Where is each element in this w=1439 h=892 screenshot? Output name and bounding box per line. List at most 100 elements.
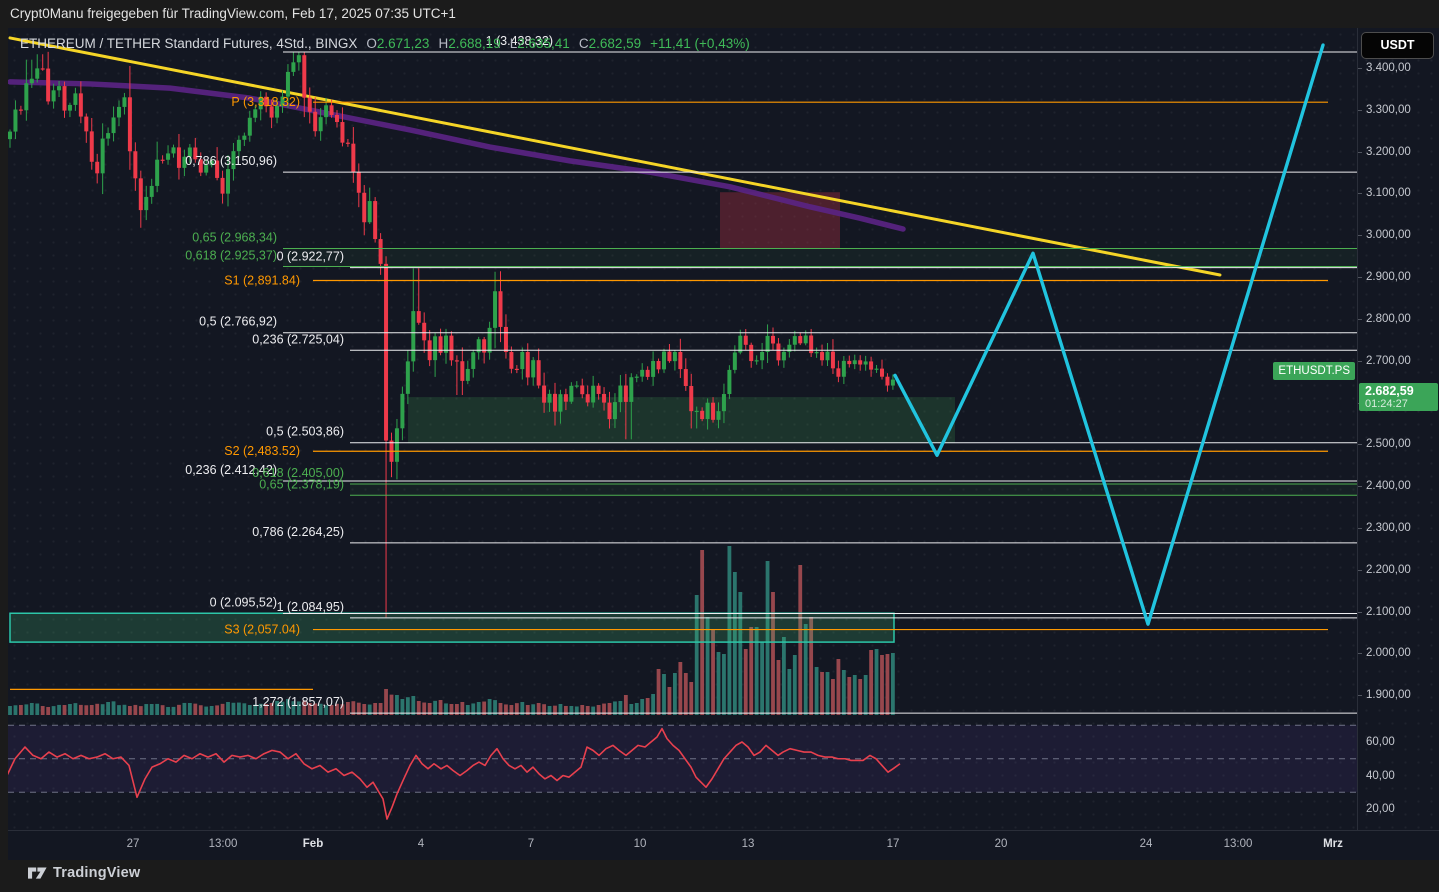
tick-mark (1358, 653, 1362, 655)
fib-b-label: 0,65 (2.378,19) (259, 477, 344, 491)
price-tick-label: 2.300,00 (1366, 521, 1411, 534)
rsi-line (8, 727, 901, 820)
tradingview-logo-text: TradingView (53, 865, 141, 881)
ohlc-letter: H (438, 36, 449, 51)
golden-pocket-fills (283, 248, 1357, 496)
tick-mark (1358, 151, 1362, 153)
time-tick-label: Feb (302, 838, 324, 850)
price-tick-label: 3.000,00 (1366, 229, 1411, 242)
time-tick-label: 27 (126, 838, 140, 850)
zone-boxes[interactable] (408, 192, 955, 444)
symbol-title: ETHEREUM / TETHER Standard Futures, 4Std… (20, 36, 358, 51)
ohlc-value: 2.671,23 (376, 36, 430, 51)
price-tick-label: 2.400,00 (1366, 480, 1411, 493)
time-tick-label: 7 (527, 838, 535, 850)
pivot-label: P (3,318.32) (231, 95, 300, 109)
tick-mark (1358, 68, 1362, 70)
left-margin (0, 28, 8, 860)
fib-b-label: 1,272 (1.857,07) (252, 695, 344, 709)
fib-b-label: 1 (2.084,95) (277, 600, 344, 614)
time-axis[interactable]: 27 13:00 Feb 4 7 10 13 17 20 24 13:00 Mrz (8, 831, 1439, 860)
currency-toggle-button[interactable]: USDT (1361, 32, 1434, 59)
price-projection-path[interactable] (893, 43, 1325, 626)
tick-mark (1358, 611, 1362, 613)
time-tick-label: Mrz (1323, 838, 1343, 850)
price-tick-label: 2.200,00 (1366, 563, 1411, 576)
fib-b-label: 0,618 (2.405,00) (252, 466, 344, 480)
tick-mark (1358, 569, 1362, 571)
price-tick-label: 2.500,00 (1366, 438, 1411, 451)
chart-legend[interactable]: ETHEREUM / TETHER Standard Futures, 4Std… (20, 36, 750, 51)
pivot-label: S2 (2,483.52) (224, 444, 300, 458)
rsi-tick-label: 40,00 (1366, 769, 1395, 782)
attribution-bar: Crypt0Manu freigegeben für TradingView.c… (0, 0, 1439, 28)
ohlc-value: 2.635,41 (517, 36, 570, 51)
tick-mark (1358, 277, 1362, 279)
fib-a-label: 0 (2.095,52) (210, 595, 277, 609)
pivot-label: S3 (2,057.04) (224, 623, 300, 637)
price-tick-label: 2.000,00 (1366, 647, 1411, 660)
price-tick-label: 3.300,00 (1366, 103, 1411, 116)
volume-bars-layer (8, 546, 895, 715)
price-tick-label: 3.200,00 (1366, 145, 1411, 158)
tick-mark (1358, 318, 1362, 320)
ohlc-letter: L (509, 36, 518, 51)
bar-countdown: 01:24:27 (1365, 397, 1408, 410)
fib-pivot-lines[interactable]: 1 (3.438,32) 0,786 (3.150,96) 0,65 (2.968,… (10, 34, 1357, 714)
price-tick-label: 2.100,00 (1366, 605, 1411, 618)
ohlc-letter: O (366, 36, 377, 51)
pivot-label: S1 (2,891.84) (224, 274, 300, 288)
time-tick-label: 20 (994, 838, 1008, 850)
ohlc-letter: C (578, 36, 589, 51)
descending-trendline[interactable] (8, 36, 1222, 277)
fib-a-label: 0,786 (3.150,96) (185, 154, 277, 168)
time-tick-label: 4 (417, 838, 425, 850)
price-tick-label: 3.100,00 (1366, 187, 1411, 200)
tick-mark (1358, 486, 1362, 488)
fib-a-label: 1 (3.438,32) (486, 34, 553, 48)
tick-mark (1358, 193, 1362, 195)
chart-pane[interactable]: 1 (3.438,32) 0,786 (3.150,96) 0,65 (2.968,… (8, 28, 1439, 860)
time-tick-label: 17 (886, 838, 900, 850)
last-price-value: 2.682,59 (1365, 383, 1414, 398)
tick-mark (1358, 360, 1362, 362)
tick-mark (1358, 235, 1362, 237)
fib-a-label: 0,5 (2.766,92) (199, 315, 277, 329)
tick-mark (1358, 527, 1362, 529)
series-symbol-label[interactable]: ETHUSDT.PS (1273, 361, 1355, 380)
tradingview-logo-icon (28, 867, 47, 879)
fib-b-label: 0 (2.922,77) (277, 250, 344, 264)
price-tick-label: 3.400,00 (1366, 62, 1411, 75)
time-axis-border (8, 830, 1439, 831)
tradingview-logo[interactable]: TradingView (28, 865, 140, 881)
tick-mark (1358, 109, 1362, 111)
time-tick-label: 24 (1139, 838, 1153, 850)
time-tick-label: 13:00 (1223, 838, 1253, 850)
rsi-pane (8, 724, 1357, 820)
ohlc-value: 2.688,19 (448, 36, 501, 51)
fib-a-label: 0,65 (2.968,34) (192, 231, 277, 245)
chart-canvas[interactable]: 1 (3.438,32) 0,786 (3.150,96) 0,65 (2.968,… (8, 28, 1439, 860)
price-tick-label: 1.900,00 (1366, 689, 1411, 702)
tick-mark (1358, 444, 1362, 446)
price-axis[interactable]: USDT 3.400,00 3.300,00 3.200,00 3.100,00 3.0… (1358, 28, 1439, 830)
attribution-text: Crypt0Manu freigegeben für TradingView.c… (10, 6, 456, 21)
time-tick-label: 13 (741, 838, 755, 850)
time-tick-label: 13:00 (208, 838, 238, 850)
tick-mark (1358, 695, 1362, 697)
ohlc-values: O2.671,23 H2.688,19 L2.635,41 C2.682,59 (357, 36, 641, 51)
fib-b-label: 0,236 (2.725,04) (252, 332, 344, 346)
price-tick-label: 2.800,00 (1366, 312, 1411, 325)
change-value: +11,41 (+0,43%) (650, 36, 750, 51)
price-axis-border (1357, 28, 1358, 860)
ohlc-value: 2.682,59 (588, 36, 642, 51)
price-tick-label: 2.900,00 (1366, 271, 1411, 284)
rsi-tick-label: 60,00 (1366, 736, 1395, 748)
fib-b-label: 0,5 (2.503,86) (266, 425, 344, 439)
fib-a-label: 0,618 (2.925,37) (185, 248, 277, 262)
ma-line-purple (8, 79, 906, 232)
footer-bar: TradingView (0, 860, 1439, 892)
candles-layer (8, 51, 895, 618)
demand-box-green (408, 397, 955, 444)
